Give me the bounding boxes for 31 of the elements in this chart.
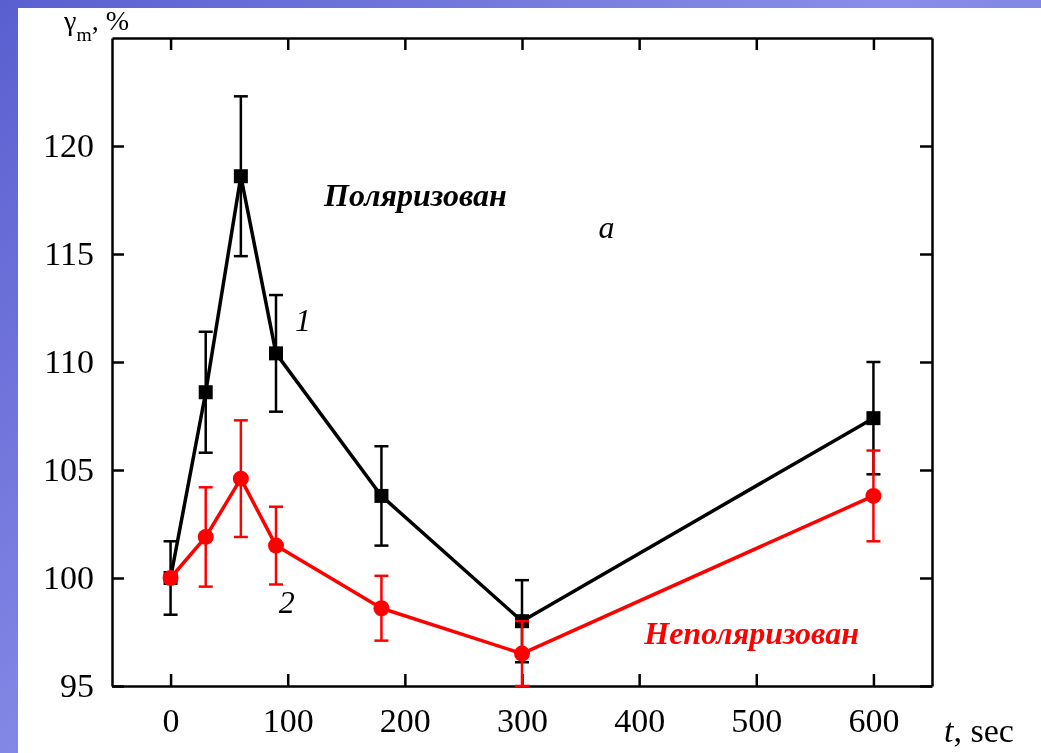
- annotation: 1: [295, 302, 312, 339]
- point: [198, 385, 213, 400]
- point: [514, 645, 530, 662]
- x-tick-label: 100: [262, 702, 314, 740]
- x-axis-title: t, sec: [944, 712, 1014, 749]
- y-tick-label: 100: [43, 559, 94, 597]
- point: [269, 346, 283, 361]
- annotation: a: [598, 208, 615, 245]
- y-tick-label: 115: [44, 235, 94, 273]
- y-tick-label: 120: [43, 127, 94, 165]
- point: [865, 487, 882, 504]
- point: [233, 169, 248, 184]
- point: [232, 470, 249, 487]
- x-tick-label: 200: [379, 702, 431, 740]
- x-tick-label: 0: [162, 702, 180, 740]
- point: [268, 537, 284, 554]
- y-tick-label: 105: [43, 451, 94, 489]
- point: [866, 411, 881, 426]
- x-tick-label: 400: [614, 702, 666, 740]
- y-tick-label: 110: [44, 343, 94, 381]
- point: [373, 600, 390, 617]
- x-tick-label: 300: [497, 702, 548, 740]
- point: [374, 488, 389, 503]
- x-tick-label: 600: [848, 702, 900, 740]
- text: Поляризован: [323, 177, 507, 214]
- point: [197, 528, 214, 545]
- x-tick-label: 500: [731, 702, 783, 740]
- y-tick-label: 95: [60, 667, 94, 705]
- y-axis-title: γ$_{m}$, %: [63, 5, 129, 45]
- series-label: Неполяризован: [643, 614, 859, 651]
- annotation: 2: [278, 583, 295, 620]
